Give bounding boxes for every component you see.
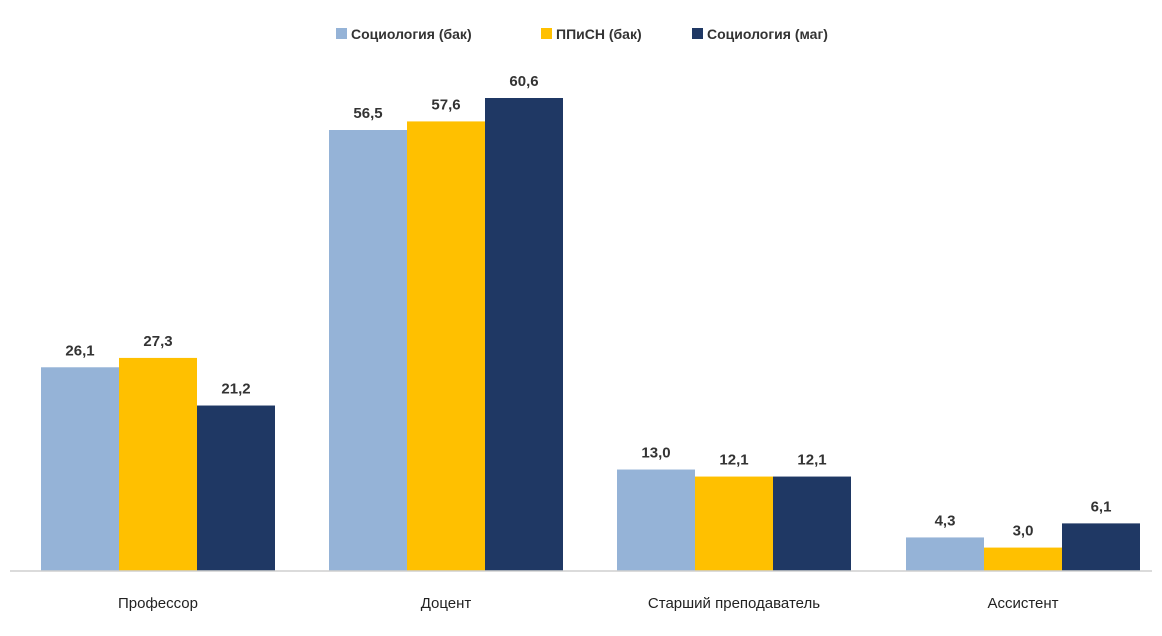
value-labels-group: 26,1 27,3 21,2 56,5 57,6 60,6 13,0 12,1 12,1 4,3 3… <box>65 73 1111 540</box>
x-tick-label-1: Профессор <box>118 595 198 612</box>
legend-swatch-2 <box>541 28 552 39</box>
legend-label-3: Социология (маг) <box>707 26 828 42</box>
value-label-3-1: 13,0 <box>641 445 670 462</box>
legend: Социология (бак) ППиСН (бак) Социология (м… <box>336 26 828 42</box>
bar-3-2 <box>695 476 773 571</box>
bar-2-1 <box>329 130 407 571</box>
legend-swatch-1 <box>336 28 347 39</box>
value-label-4-3: 6,1 <box>1091 498 1112 515</box>
value-label-2-2: 57,6 <box>431 96 460 113</box>
bar-3-1 <box>617 469 695 571</box>
legend-item-1: Социология (бак) <box>336 26 472 42</box>
bar-2-2 <box>407 121 485 572</box>
bar-4-2 <box>984 547 1062 571</box>
bars-group <box>41 98 1140 572</box>
legend-item-2: ППиСН (бак) <box>541 26 642 42</box>
bar-1-2 <box>119 357 197 571</box>
bar-2-3 <box>485 98 563 571</box>
bar-3-3 <box>773 476 851 571</box>
value-label-4-1: 4,3 <box>935 512 956 529</box>
legend-item-3: Социология (маг) <box>692 26 828 42</box>
value-label-2-3: 60,6 <box>509 73 538 90</box>
legend-label-1: Социология (бак) <box>351 26 472 42</box>
value-label-3-2: 12,1 <box>719 452 748 469</box>
value-label-4-2: 3,0 <box>1013 523 1034 540</box>
value-label-3-3: 12,1 <box>797 452 826 469</box>
x-tick-label-3: Старший преподаватель <box>648 595 820 612</box>
legend-label-2: ППиСН (бак) <box>556 26 642 42</box>
x-tick-label-4: Ассистент <box>987 595 1058 612</box>
bar-4-1 <box>906 537 984 571</box>
bar-1-3 <box>197 405 275 571</box>
x-axis-tick-labels: Профессор Доцент Старший преподаватель Асси… <box>118 595 1059 612</box>
bar-4-3 <box>1062 523 1140 571</box>
bar-1-1 <box>41 367 119 571</box>
value-label-2-1: 56,5 <box>353 105 382 122</box>
legend-swatch-3 <box>692 28 703 39</box>
value-label-1-3: 21,2 <box>221 381 250 398</box>
value-label-1-2: 27,3 <box>143 333 172 350</box>
x-tick-label-2: Доцент <box>421 595 472 612</box>
value-label-1-1: 26,1 <box>65 342 94 359</box>
